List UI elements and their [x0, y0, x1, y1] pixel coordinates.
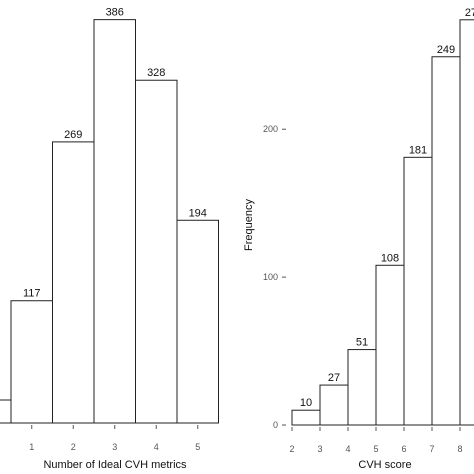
x-tick-label: 2 [71, 442, 76, 452]
bar [291, 409, 321, 426]
bar-value-label: 386 [106, 7, 124, 19]
bar-value-label: 10 [300, 397, 312, 409]
bar-value-label: 269 [64, 129, 82, 141]
x-tick-label: 5 [195, 442, 200, 452]
y-tick-label: 200 [263, 124, 278, 134]
bar [459, 19, 474, 426]
bar-value-label: 194 [189, 207, 207, 219]
bar-value-label: 274 [465, 7, 474, 19]
bar-value-label: 249 [437, 44, 455, 56]
bar-value-label: 181 [409, 144, 427, 156]
bar [375, 264, 405, 426]
bar-value-label: 117 [23, 288, 41, 300]
x-tick-label: 2 [289, 444, 294, 454]
bar [0, 399, 12, 424]
bar [403, 156, 433, 426]
x-tick-label: 3 [112, 442, 117, 452]
x-tick-label: 5 [373, 444, 378, 454]
y-tick-label: 100 [263, 272, 278, 282]
bar-value-label: 51 [356, 337, 368, 349]
x-tick-label: 4 [154, 442, 159, 452]
x-tick-label: 6 [401, 444, 406, 454]
x-axis-label: CVH score [358, 459, 411, 471]
x-tick-label: 1 [29, 442, 34, 452]
bar [52, 141, 95, 424]
bar [135, 79, 178, 424]
bar-value-label: 108 [381, 252, 399, 264]
bar [10, 300, 53, 424]
bar [93, 19, 136, 424]
x-tick-label: 3 [317, 444, 322, 454]
x-tick-label: 8 [457, 444, 462, 454]
bar [431, 56, 461, 426]
y-axis-label: Frequency [243, 199, 255, 251]
bar-value-label: 27 [328, 372, 340, 384]
bar-value-label: 328 [147, 67, 165, 79]
bar [176, 219, 219, 424]
x-tick-label: 4 [345, 444, 350, 454]
bar [347, 349, 377, 426]
bar [319, 384, 349, 426]
x-axis-label: Number of Ideal CVH metrics [43, 459, 187, 471]
y-tick-label: 0 [273, 420, 278, 430]
x-tick-label: 7 [429, 444, 434, 454]
